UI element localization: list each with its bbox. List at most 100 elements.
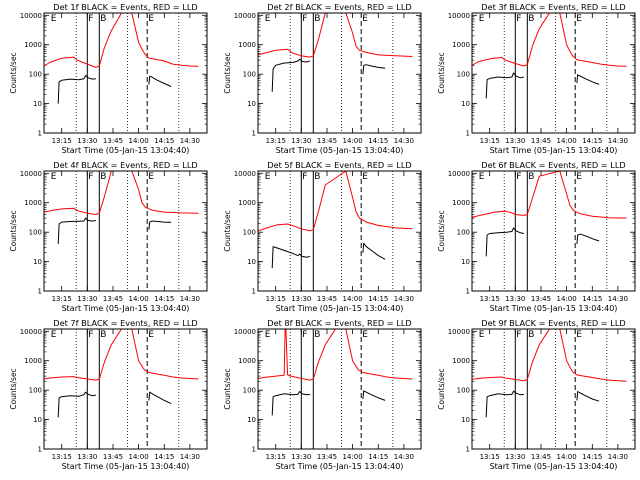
lld-series-line <box>44 13 199 68</box>
marker-label: B <box>100 330 106 340</box>
marker-label: B <box>314 172 320 182</box>
x-tick-label: 13:45 <box>531 295 551 303</box>
y-axis-label: Counts/sec <box>223 368 232 409</box>
events-series-line <box>362 64 386 75</box>
marker-label: E <box>576 330 582 340</box>
x-tick-label: 13:15 <box>52 295 72 303</box>
x-tick-label: 13:45 <box>103 295 123 303</box>
x-tick-label: 14:30 <box>608 137 628 145</box>
plot-frame <box>43 12 208 134</box>
x-tick-label: 13:30 <box>291 295 311 303</box>
plot-frame <box>257 328 422 450</box>
y-tick-label: 1000 <box>24 199 42 207</box>
y-tick-label: 10000 <box>448 12 470 20</box>
y-tick-label: 1000 <box>452 357 470 365</box>
x-tick-label: 14:15 <box>582 137 602 145</box>
x-tick-label: 13:15 <box>52 453 72 461</box>
y-tick-label: 1 <box>38 446 42 454</box>
x-tick-label: 14:30 <box>608 295 628 303</box>
y-tick-label: 1 <box>38 130 42 138</box>
events-series-line <box>271 58 311 92</box>
y-tick-label: 100 <box>29 229 42 237</box>
events-series-line <box>271 391 310 416</box>
marker-label: E <box>265 172 271 182</box>
x-tick-label: 13:45 <box>531 137 551 145</box>
events-series-line <box>362 390 386 401</box>
plot-frame <box>471 328 636 450</box>
y-tick-label: 100 <box>29 71 42 79</box>
x-tick-label: 13:30 <box>291 137 311 145</box>
y-tick-label: 10 <box>247 416 256 424</box>
y-tick-label: 10000 <box>234 328 256 336</box>
events-series-line <box>576 74 600 85</box>
y-tick-label: 1 <box>252 288 256 296</box>
y-tick-label: 1 <box>252 130 256 138</box>
detector-panel: Det 4f BLACK = Events, RED = LLD Counts/s… <box>9 160 208 313</box>
panel-title: Det 1f BLACK = Events, RED = LLD <box>53 2 197 12</box>
x-axis-label: Start Time (05-Jan-15 13:04:40) <box>62 146 190 155</box>
y-tick-label: 10000 <box>448 170 470 178</box>
x-tick-label: 14:30 <box>180 453 200 461</box>
events-series-line <box>57 217 96 244</box>
marker-label: E <box>51 330 57 340</box>
marker-label: E <box>576 172 582 182</box>
panel-title: Det 7f BLACK = Events, RED = LLD <box>53 318 197 328</box>
y-tick-label: 1 <box>466 446 470 454</box>
y-tick-label: 1 <box>466 288 470 296</box>
x-tick-label: 13:45 <box>317 453 337 461</box>
y-tick-label: 10 <box>33 100 42 108</box>
marker-label: E <box>265 14 271 24</box>
marker-label: B <box>100 172 106 182</box>
y-tick-label: 100 <box>457 229 470 237</box>
events-series-line <box>576 391 600 402</box>
y-tick-label: 1 <box>252 446 256 454</box>
x-tick-label: 14:15 <box>582 453 602 461</box>
x-tick-label: 13:45 <box>317 137 337 145</box>
y-tick-label: 10 <box>461 258 470 266</box>
marker-label: E <box>479 14 485 24</box>
x-tick-label: 13:30 <box>505 453 525 461</box>
x-tick-label: 14:00 <box>343 295 363 303</box>
x-tick-label: 13:45 <box>103 453 123 461</box>
x-tick-label: 14:30 <box>394 295 414 303</box>
marker-label: E <box>148 14 154 24</box>
detector-panel: Det 1f BLACK = Events, RED = LLD Counts/s… <box>9 2 208 155</box>
x-tick-label: 14:15 <box>154 137 174 145</box>
x-axis-label: Start Time (05-Jan-15 13:04:40) <box>276 462 404 471</box>
marker-label: E <box>51 172 57 182</box>
marker-label: E <box>265 330 271 340</box>
y-tick-label: 1 <box>38 288 42 296</box>
y-tick-label: 1000 <box>452 199 470 207</box>
detector-panel: Det 5f BLACK = Events, RED = LLD Counts/s… <box>223 160 422 313</box>
marker-label: E <box>148 330 154 340</box>
marker-label: E <box>51 14 57 24</box>
plot-frame <box>471 170 636 292</box>
events-series-line <box>485 390 524 418</box>
detector-panel: Det 8f BLACK = Events, RED = LLD Counts/s… <box>223 318 422 471</box>
y-tick-label: 1000 <box>24 41 42 49</box>
x-tick-label: 14:00 <box>343 137 363 145</box>
y-tick-label: 100 <box>243 71 256 79</box>
marker-label: F <box>516 330 521 340</box>
x-tick-label: 13:15 <box>480 453 500 461</box>
marker-label: F <box>88 172 93 182</box>
x-tick-label: 13:30 <box>77 453 97 461</box>
y-axis-label: Counts/sec <box>9 52 18 93</box>
x-axis-label: Start Time (05-Jan-15 13:04:40) <box>62 304 190 313</box>
x-tick-label: 14:00 <box>129 295 149 303</box>
marker-label: F <box>88 330 93 340</box>
y-axis-label: Counts/sec <box>223 210 232 251</box>
y-tick-label: 10000 <box>234 170 256 178</box>
marker-label: F <box>88 14 93 24</box>
x-tick-label: 14:15 <box>154 453 174 461</box>
y-tick-label: 100 <box>29 387 42 395</box>
panel-title: Det 5f BLACK = Events, RED = LLD <box>267 160 411 170</box>
marker-label: E <box>479 172 485 182</box>
marker-label: F <box>302 14 307 24</box>
y-tick-label: 10000 <box>20 170 42 178</box>
y-axis-label: Counts/sec <box>9 368 18 409</box>
lld-series-line <box>472 13 627 67</box>
marker-label: F <box>302 330 307 340</box>
plot-frame <box>43 328 208 450</box>
x-tick-label: 13:45 <box>103 137 123 145</box>
